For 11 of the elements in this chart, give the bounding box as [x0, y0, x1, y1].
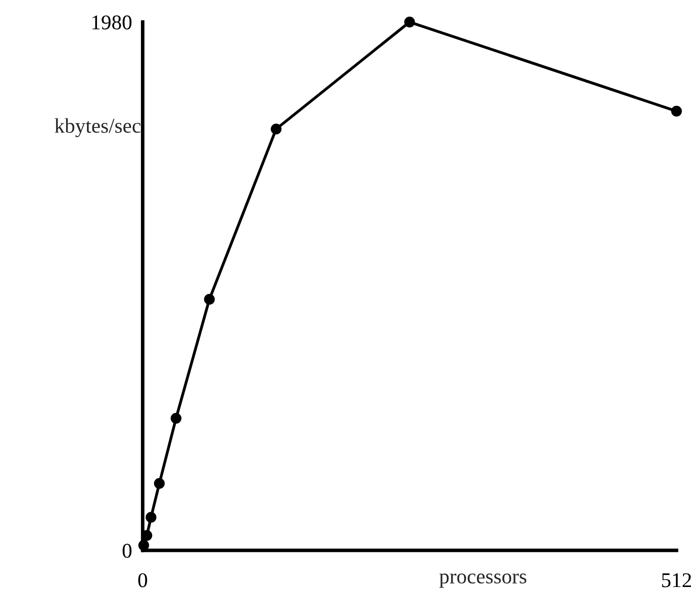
y-axis-title: kbytes/sec	[54, 118, 140, 138]
point	[671, 106, 682, 117]
point	[404, 16, 415, 28]
point	[270, 124, 282, 134]
point	[170, 412, 182, 424]
point	[204, 294, 215, 305]
y-tick-label: 1980	[92, 15, 132, 30]
point	[146, 512, 156, 523]
x-tick-label: 512	[662, 573, 691, 588]
x-axis-title: processors	[439, 574, 526, 588]
point	[154, 478, 165, 489]
